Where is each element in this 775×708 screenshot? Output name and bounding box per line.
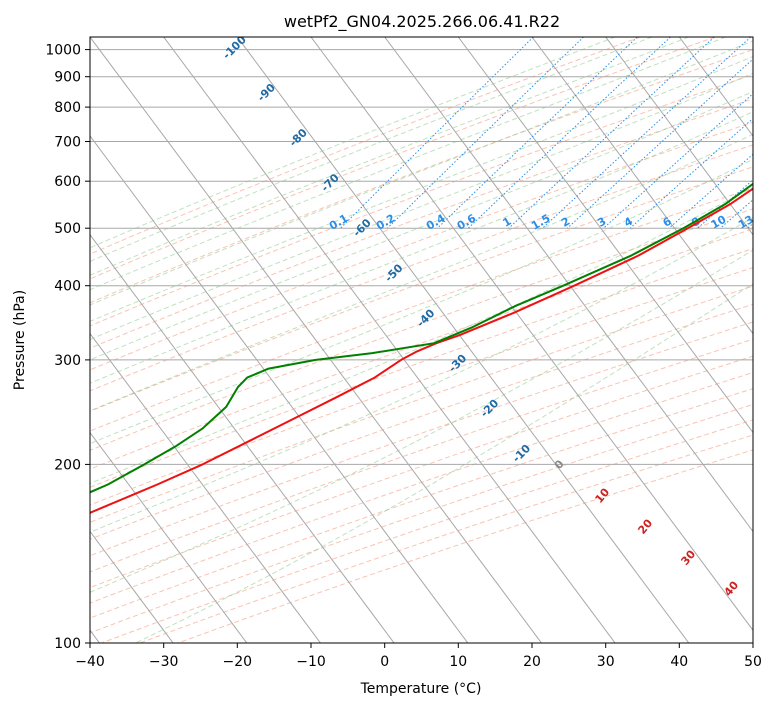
x-tick-label: 40 <box>670 654 688 670</box>
y-axis-label: Pressure (hPa) <box>12 290 28 390</box>
mixing-ratio-line <box>603 92 753 229</box>
dry-adiabat <box>90 388 753 619</box>
mixing-ratio-line <box>542 37 752 229</box>
dry-adiabat <box>90 285 753 523</box>
moist-adiabat <box>90 133 753 412</box>
x-tick-label: −10 <box>296 654 326 670</box>
dry-adiabat <box>90 303 753 540</box>
mixing-ratio-line <box>437 37 638 229</box>
y-tick-label: 700 <box>54 135 81 151</box>
x-axis-label: Temperature (°C) <box>360 681 482 697</box>
y-tick-label: 300 <box>54 353 81 369</box>
y-tick-label: 400 <box>54 279 81 295</box>
dry-adiabat <box>90 372 753 604</box>
dry-adiabat <box>90 321 753 557</box>
temperature-trace <box>90 187 753 514</box>
isotherm <box>310 37 753 632</box>
mixing-ratio-line <box>668 153 753 229</box>
isotherm <box>457 37 753 434</box>
plot-area <box>90 37 753 643</box>
x-tick-label: −20 <box>223 654 253 670</box>
dry-adiabat <box>90 37 716 280</box>
dry-adiabat <box>90 355 753 589</box>
y-tick-label: 500 <box>54 221 81 237</box>
isotherm <box>752 37 753 38</box>
moist-adiabat <box>90 37 689 276</box>
isotherm <box>90 332 321 643</box>
mixing-ratio-line <box>340 37 534 229</box>
isotherm <box>90 135 469 643</box>
y-tick-label: 1000 <box>45 43 81 59</box>
dry-adiabat <box>90 144 753 392</box>
isotherm <box>236 37 690 643</box>
moist-adiabat <box>90 37 726 291</box>
moist-adiabat <box>90 91 753 361</box>
y-tick-label: 600 <box>54 174 81 190</box>
dry-adiabat <box>90 267 753 506</box>
background-lines <box>90 37 775 643</box>
mixing-ratio-line <box>770 37 775 228</box>
isotherm <box>605 37 753 236</box>
x-tick-label: −30 <box>149 654 179 670</box>
moist-adiabat <box>90 217 753 533</box>
dry-adiabat <box>90 228 753 470</box>
y-tick-label: 100 <box>54 636 81 652</box>
sounding-traces <box>90 182 753 514</box>
moist-adiabat <box>135 283 753 643</box>
mixing-ratio-line <box>508 37 715 229</box>
x-tick-label: 30 <box>597 654 615 670</box>
isotherm <box>90 37 542 643</box>
y-tick-label: 200 <box>54 457 81 473</box>
isotherm <box>90 233 395 643</box>
isotherm <box>90 431 248 643</box>
dry-adiabat <box>90 37 641 255</box>
y-tick-label: 900 <box>54 70 81 86</box>
isotherm <box>163 37 616 643</box>
moist-adiabat <box>90 37 653 262</box>
axes: −40 −30 −20 −10 0 10 20 30 40 50 1000 900 800 700 600 5… <box>45 43 762 670</box>
x-tick-label: −40 <box>75 654 105 670</box>
isotherm <box>90 530 174 643</box>
mixing-ratio-line <box>387 37 584 229</box>
dry-adiabat <box>90 248 753 488</box>
x-tick-label: 0 <box>380 654 389 670</box>
isotherm <box>531 37 753 335</box>
dry-adiabat <box>90 49 753 304</box>
mixing-ratio-label: 16 <box>758 213 775 232</box>
moist-adiabat <box>90 40 753 306</box>
dry-adiabat <box>90 98 753 349</box>
moist-adiabat <box>90 55 753 322</box>
plot-frame <box>89 36 754 644</box>
x-tick-label: 10 <box>449 654 467 670</box>
mixing-ratio-label: 13 <box>736 213 756 232</box>
moist-adiabat <box>90 249 753 593</box>
dewpoint-trace <box>90 182 753 494</box>
y-tick-label: 800 <box>54 100 81 116</box>
x-tick-label: 20 <box>523 654 541 670</box>
moist-adiabat <box>90 111 753 384</box>
moist-adiabat <box>90 72 753 340</box>
isotherm <box>384 37 753 533</box>
mixing-ratio-line <box>567 58 753 229</box>
chart-title: wetPf2_GN04.2025.266.06.41.R22 <box>284 12 560 32</box>
x-tick-label: 50 <box>744 654 762 670</box>
